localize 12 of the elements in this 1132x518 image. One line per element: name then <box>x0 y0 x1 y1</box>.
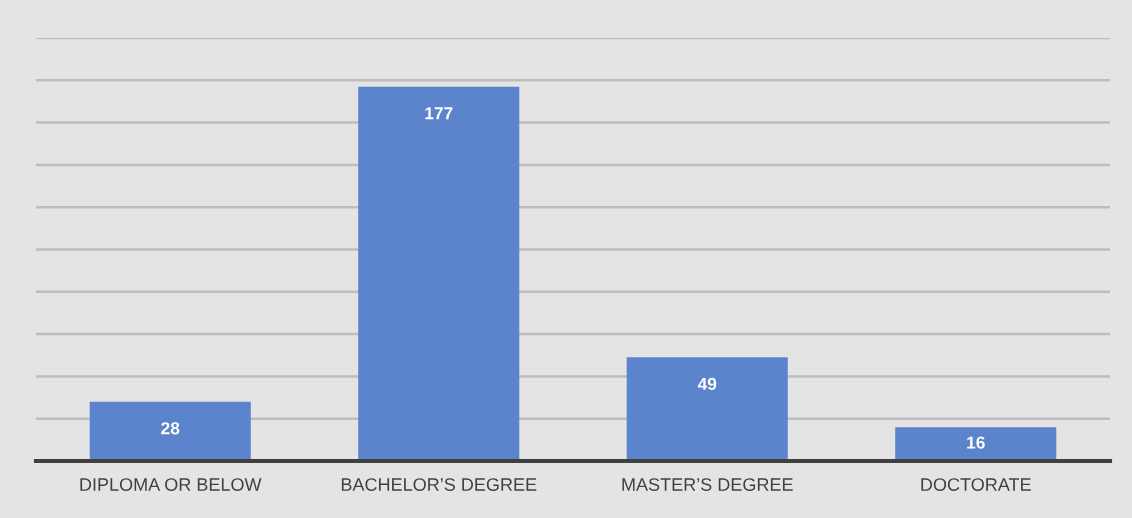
x-tick-label: DOCTORATE <box>921 478 1031 491</box>
data-label: 16 <box>967 436 985 449</box>
x-tick-label: DIPLOMA OR BELOW <box>80 478 262 491</box>
data-label: 177 <box>425 107 453 120</box>
x-tick-label: MASTER’S DEGREE <box>622 478 793 491</box>
data-label: 28 <box>161 422 180 435</box>
bar <box>626 357 788 461</box>
data-label: 49 <box>697 377 717 391</box>
x-tick-label: BACHELOR’S DEGREE <box>341 478 537 491</box>
bar <box>358 86 520 461</box>
bar <box>89 401 251 461</box>
bar <box>895 427 1057 461</box>
